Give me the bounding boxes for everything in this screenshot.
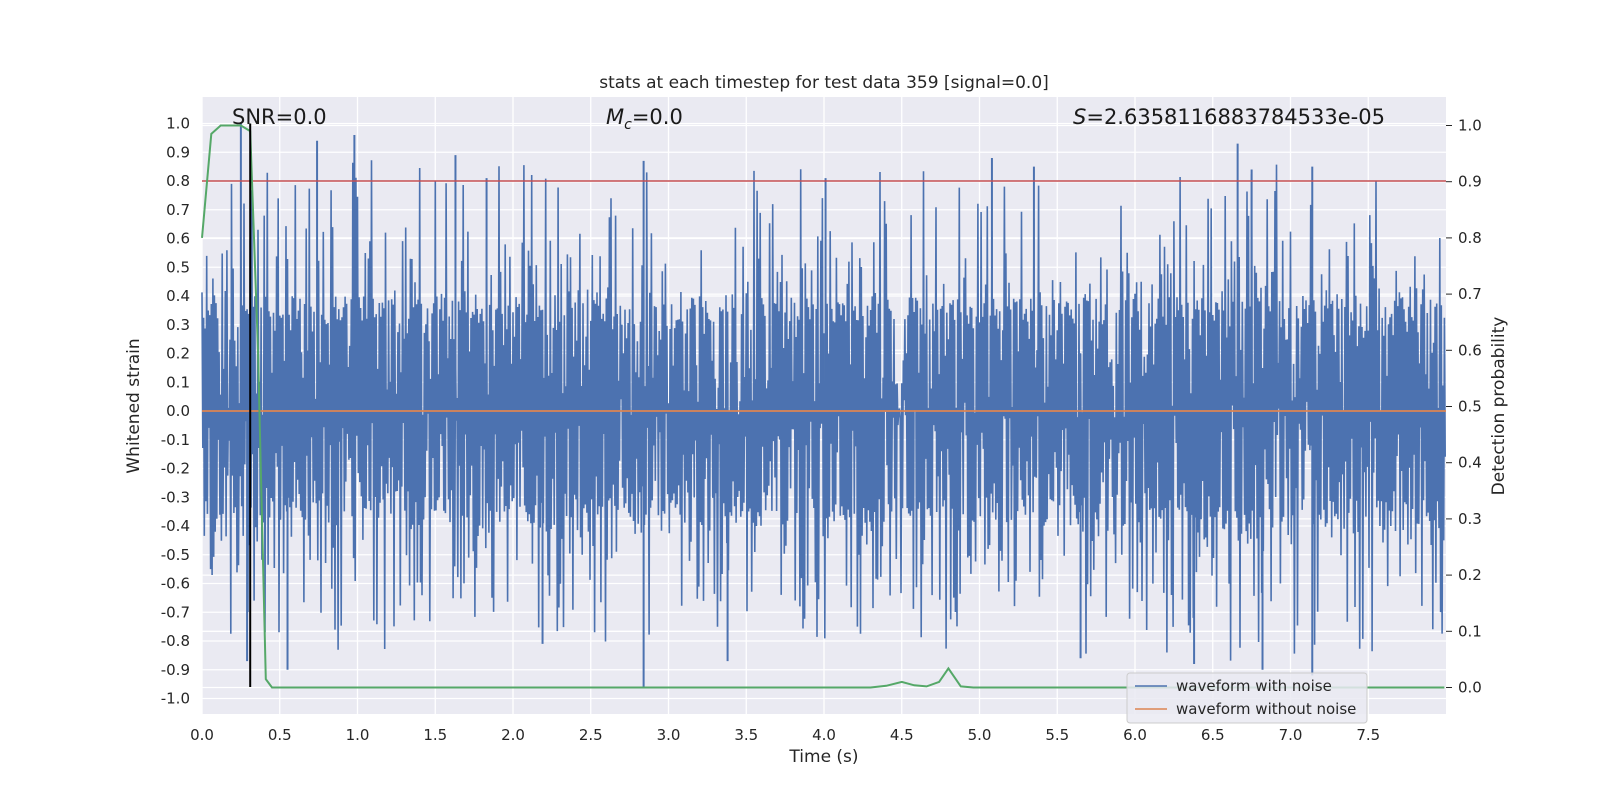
y-tick-label: -0.9 (161, 661, 190, 679)
x-tick-label: 6.0 (1123, 726, 1147, 744)
s-value: =2.6358116883784533e-05 (1086, 105, 1385, 129)
y-tick-label: -0.7 (161, 603, 190, 621)
y-tick-label: 0.3 (166, 316, 190, 334)
y2-tick-label: 0.0 (1458, 679, 1482, 697)
y2-tick-label: 0.3 (1458, 510, 1482, 528)
x-tick-label: 3.5 (734, 726, 758, 744)
y-tick-label: 0.6 (166, 230, 190, 248)
x-tick-label: 7.5 (1356, 726, 1380, 744)
y-tick-label: -0.8 (161, 632, 190, 650)
y-tick-label: 0.0 (166, 402, 190, 420)
y-tick-label: -0.6 (161, 575, 190, 593)
y-tick-label: 0.9 (166, 143, 190, 161)
legend-label-clean: waveform without noise (1176, 700, 1356, 718)
y2-tick-label: 1.0 (1458, 117, 1482, 135)
x-tick-label: 0.0 (190, 726, 214, 744)
y2-tick-label: 0.7 (1458, 285, 1482, 303)
y-tick-label: -0.2 (161, 460, 190, 478)
chirp-mass-symbol: M (606, 105, 624, 129)
chirp-mass-annotation: Mc=0.0 (606, 105, 683, 133)
y-tick-label: 0.8 (166, 172, 190, 190)
noise-line (201, 160, 1446, 661)
x-tick-label: 1.5 (423, 726, 447, 744)
x-axis-label: Time (s) (788, 747, 858, 767)
s-annotation: S=2.6358116883784533e-05 (1073, 105, 1385, 129)
x-tick-label: 4.0 (812, 726, 836, 744)
y2-tick-label: 0.9 (1458, 173, 1482, 191)
y-tick-labels: 1.0 0.9 0.8 0.7 0.6 0.5 0.4 0.3 0.2 0.1 0.0 -0.1 -0.… (161, 115, 190, 708)
y-axis-label: Whitened strain (124, 338, 144, 473)
y2-tick-label: 0.4 (1458, 454, 1482, 472)
x-tick-labels: 0.0 0.5 1.0 1.5 2.0 2.5 3.0 3.5 4.0 4.5 5.0 5.5 6.0 6… (190, 726, 1380, 744)
y-tick-label: 0.7 (166, 201, 190, 219)
series-waveform-with-noise (201, 123, 1446, 687)
x-tick-label: 1.0 (346, 726, 370, 744)
chirp-mass-value: =0.0 (632, 105, 683, 129)
legend-label-noise: waveform with noise (1176, 677, 1332, 695)
y-tick-label: -0.5 (161, 546, 190, 564)
legend: waveform with noise waveform without noi… (1126, 672, 1368, 724)
x-tick-label: 7.0 (1279, 726, 1303, 744)
chart-title: stats at each timestep for test data 359… (599, 73, 1049, 93)
legend-box (1126, 672, 1368, 724)
y2-tick-label: 0.6 (1458, 341, 1482, 359)
s-symbol: S (1073, 105, 1086, 129)
x-tick-label: 0.5 (268, 726, 292, 744)
snr-annotation: SNR=0.0 (232, 105, 327, 129)
y2-tick-labels: 1.0 0.9 0.8 0.7 0.6 0.5 0.4 0.3 0.2 0.1 0.0 (1446, 117, 1482, 697)
x-tick-label: 2.5 (579, 726, 603, 744)
x-tick-label: 3.0 (657, 726, 681, 744)
x-tick-label: 4.5 (890, 726, 914, 744)
x-tick-label: 5.5 (1045, 726, 1069, 744)
y-tick-label: 1.0 (166, 115, 190, 133)
series-lines (201, 123, 1446, 689)
y2-tick-label: 0.1 (1458, 622, 1482, 640)
chirp-mass-subscript: c (624, 117, 632, 133)
y-tick-label: 0.4 (166, 287, 190, 305)
y2-tick-label: 0.2 (1458, 566, 1482, 584)
x-tick-label: 5.0 (968, 726, 992, 744)
x-tick-label: 6.5 (1201, 726, 1225, 744)
y-tick-label: -1.0 (161, 690, 190, 708)
probability-line (201, 124, 1445, 689)
y-tick-label: 0.5 (166, 258, 190, 276)
y-tick-label: -0.3 (161, 488, 190, 506)
y-tick-label: 0.2 (166, 345, 190, 363)
y-tick-label: 0.1 (166, 373, 190, 391)
y2-tick-label: 0.5 (1458, 398, 1482, 416)
x-tick-label: 2.0 (501, 726, 525, 744)
y-tick-label: -0.1 (161, 431, 190, 449)
y2-tick-label: 0.8 (1458, 229, 1482, 247)
y-tick-label: -0.4 (161, 517, 190, 535)
y2-axis-label: Detection probability (1489, 317, 1509, 496)
